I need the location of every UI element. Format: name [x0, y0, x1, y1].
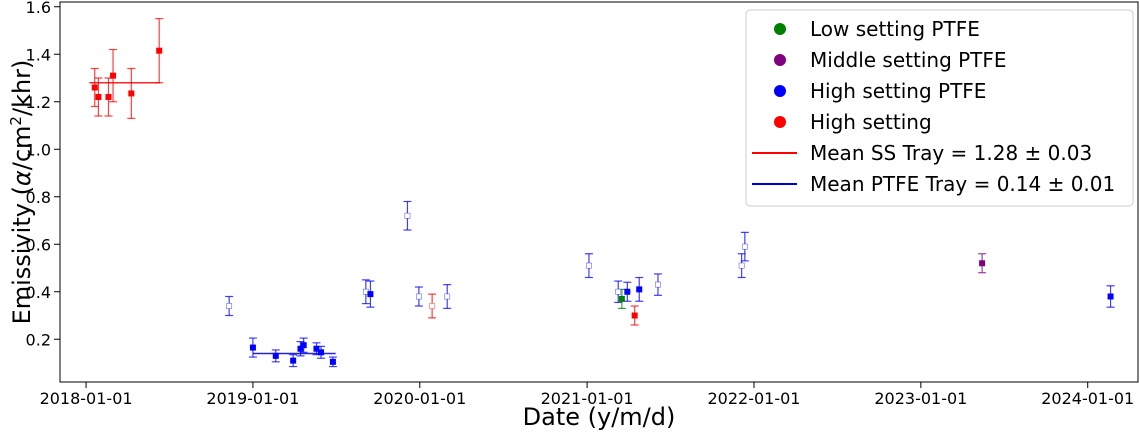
x-tick-label: 2022-01-01 — [707, 389, 800, 408]
data-point — [110, 72, 117, 79]
data-point — [329, 358, 336, 365]
legend-label: High setting PTFE — [810, 79, 986, 103]
data-point — [631, 312, 638, 319]
x-tick-label: 2020-01-01 — [373, 389, 466, 408]
legend-label: Middle setting PTFE — [810, 48, 1007, 72]
x-axis: 2018-01-01 2019-01-01 2020-01-01 2021-01-01… — [40, 382, 1134, 408]
data-markers — [91, 47, 1114, 365]
data-point — [95, 94, 102, 101]
data-point — [429, 303, 436, 309]
y-axis: 0.2 0.4 0.6 0.8 1.0 1.2 1.4 1.6 — [26, 0, 60, 349]
legend-label: High setting — [810, 110, 932, 134]
data-point — [249, 344, 256, 351]
y-tick-label: 1.0 — [26, 140, 51, 159]
data-point — [318, 349, 325, 356]
mean-lines — [89, 81, 336, 355]
data-point — [226, 303, 233, 309]
y-tick-label: 0.6 — [26, 235, 51, 254]
data-point — [624, 288, 631, 295]
y-tick-label: 0.2 — [26, 330, 51, 349]
data-point — [979, 260, 986, 267]
data-point — [738, 262, 745, 269]
data-point — [444, 293, 451, 300]
data-point — [156, 47, 163, 54]
legend-label: Low setting PTFE — [810, 17, 980, 41]
data-point — [1107, 293, 1114, 300]
data-point — [128, 90, 135, 97]
y-tick-label: 1.4 — [26, 45, 51, 64]
data-point — [618, 295, 625, 302]
data-point — [300, 342, 307, 349]
data-point — [404, 212, 411, 219]
x-tick-label: 2021-01-01 — [541, 389, 634, 408]
data-point — [636, 286, 643, 293]
data-point — [741, 243, 748, 250]
y-tick-label: 1.2 — [26, 93, 51, 112]
data-point — [91, 84, 98, 91]
data-point — [655, 281, 661, 288]
legend-entry: High setting — [774, 110, 932, 134]
x-axis-label: Date (y/m/d) — [523, 403, 676, 431]
x-tick-label: 2018-01-01 — [40, 389, 133, 408]
data-point — [297, 345, 304, 352]
data-point — [313, 345, 320, 352]
legend-marker — [774, 23, 786, 35]
data-point — [290, 357, 297, 364]
legend-label: Mean SS Tray = 1.28 ± 0.03 — [810, 141, 1092, 165]
plot-frame — [59, 1, 1139, 383]
data-point — [586, 262, 592, 269]
data-point — [415, 293, 422, 300]
legend-marker — [774, 85, 786, 97]
x-tick-label: 2024-01-01 — [1041, 389, 1134, 408]
data-point — [272, 352, 279, 359]
legend-entry: High setting PTFE — [774, 79, 986, 103]
legend-entry: Middle setting PTFE — [774, 48, 1007, 72]
y-tick-label: 1.6 — [26, 0, 51, 17]
legend-marker — [774, 116, 786, 128]
x-tick-label: 2023-01-01 — [874, 389, 967, 408]
legend-entry: Low setting PTFE — [774, 17, 980, 41]
legend-label: Mean PTFE Tray = 0.14 ± 0.01 — [810, 172, 1115, 196]
legend-entry: Mean SS Tray = 1.28 ± 0.03 — [752, 141, 1092, 165]
legend-marker — [774, 54, 786, 66]
y-axis-label: Emissivity (α/cm2/khr) — [7, 60, 36, 325]
legend: Low setting PTFE Middle setting PTFE High … — [745, 9, 1134, 207]
x-tick-label: 2019-01-01 — [206, 389, 299, 408]
legend-box — [745, 9, 1134, 207]
data-point — [367, 291, 374, 298]
data-point — [105, 94, 112, 101]
y-tick-label: 0.4 — [26, 283, 51, 302]
legend-entry: Mean PTFE Tray = 0.14 ± 0.01 — [752, 172, 1115, 196]
y-tick-label: 0.8 — [26, 188, 51, 207]
data-point — [615, 288, 622, 295]
